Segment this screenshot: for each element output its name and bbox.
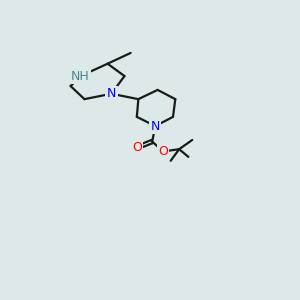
Text: O: O: [158, 145, 168, 158]
Text: NH: NH: [71, 70, 90, 83]
Text: N: N: [151, 120, 160, 133]
Text: N: N: [107, 87, 116, 100]
Text: O: O: [132, 141, 142, 154]
